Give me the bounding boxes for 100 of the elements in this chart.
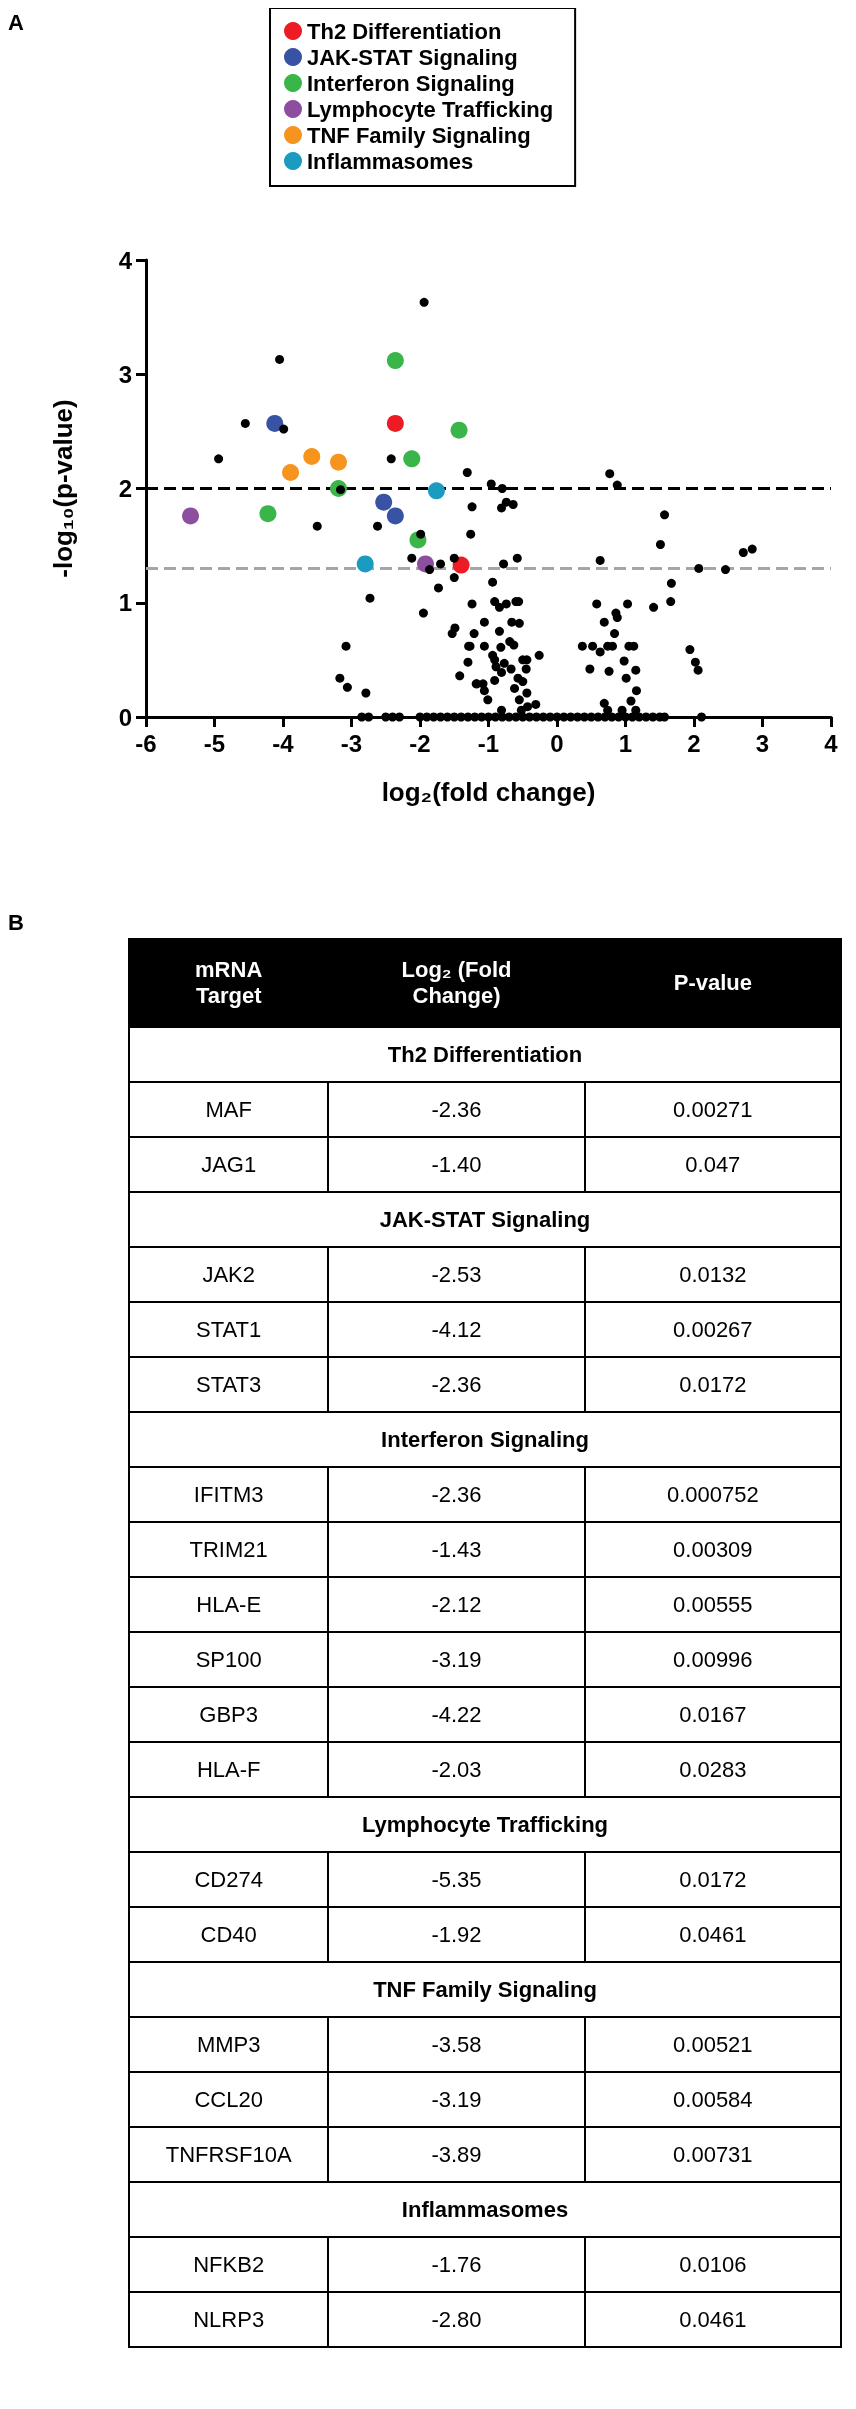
text: 0.00521: [673, 2031, 753, 2057]
text: SP100: [195, 1646, 262, 1672]
x-tick-label: 4: [824, 729, 839, 757]
text: -4.12: [431, 1316, 482, 1342]
category-label: Log₂ (Fold Change): [328, 939, 585, 1027]
point: [282, 464, 300, 481]
text: 0.0461: [679, 1921, 747, 1947]
text: 0.0461: [679, 2306, 747, 2332]
point: [386, 352, 404, 370]
text: 0.00731: [673, 2141, 753, 2167]
text: HLA-E: [196, 1591, 262, 1617]
x-tick-label: -2: [409, 729, 431, 757]
text: -2.53: [431, 1261, 482, 1287]
text: Th2 Differentiation: [387, 1041, 583, 1067]
x-tick-label: 1: [618, 729, 633, 757]
text: 0.0172: [679, 1866, 747, 1892]
text: MMP3: [196, 2031, 261, 2057]
text: JAK-STAT Signaling: [379, 1206, 591, 1232]
text: -2.03: [431, 1756, 482, 1782]
text: -1.40: [431, 1151, 482, 1177]
text: 0.0106: [679, 2251, 747, 2277]
point: [356, 555, 374, 573]
x-tick-label: -1: [477, 729, 500, 757]
text: HLA-F: [196, 1756, 261, 1782]
text: A: [8, 9, 24, 37]
x-tick-label: -5: [203, 729, 226, 757]
point: [266, 414, 284, 432]
text: -2.12: [431, 1591, 482, 1617]
y-tick-label: 0: [118, 703, 132, 731]
text: 0.00309: [673, 1536, 753, 1562]
text: 0.00267: [673, 1316, 753, 1342]
legend-label: TNF Family Signaling: [307, 122, 531, 148]
text: TRIM21: [189, 1536, 268, 1562]
x-tick-label: 0: [550, 729, 564, 757]
text: 0.00996: [673, 1646, 753, 1672]
text: IFITM3: [193, 1481, 264, 1507]
text: 0.00584: [673, 2086, 753, 2112]
text: -3.19: [431, 2086, 482, 2112]
legend-label: Inflammasomes: [307, 148, 474, 174]
text: -3.19: [431, 1646, 482, 1672]
text: STAT3: [196, 1371, 262, 1397]
x-tick-label: -3: [340, 729, 363, 757]
text: Lymphocyte Trafficking: [361, 1811, 609, 1837]
text: STAT1: [196, 1316, 262, 1342]
point: [375, 493, 393, 511]
text: TNF Family Signaling: [373, 1976, 597, 2002]
text: MAF: [205, 1096, 252, 1122]
text: 0.000752: [666, 1481, 759, 1507]
text: B: [8, 909, 25, 937]
text: -2.36: [431, 1481, 482, 1507]
point: [450, 421, 468, 439]
text: -3.58: [431, 2031, 482, 2057]
text: 0.0283: [679, 1756, 747, 1782]
y-tick-label: 1: [118, 589, 132, 617]
category-label: mRNA Target: [129, 939, 329, 1027]
text: JAK2: [202, 1261, 255, 1287]
text: Inflammasomes: [401, 2196, 569, 2222]
text: -5.35: [431, 1866, 482, 1892]
text: 0.0132: [679, 1261, 747, 1287]
text: -1.92: [431, 1921, 482, 1947]
point: [259, 505, 277, 523]
text: 0.0172: [679, 1371, 747, 1397]
category-label: P-value: [584, 939, 841, 1027]
text: 0.047: [685, 1151, 741, 1177]
y-axis-title: -log₁₀(p-value): [48, 399, 78, 578]
text: 0.00555: [673, 1591, 753, 1617]
text: -1.43: [431, 1536, 482, 1562]
x-tick-label: -4: [272, 729, 295, 757]
point: [403, 450, 421, 468]
text: CD274: [194, 1866, 263, 1892]
text: -2.36: [431, 1371, 482, 1397]
text: NLRP3: [193, 2306, 265, 2332]
text: 0.0167: [679, 1701, 747, 1727]
text: CCL20: [194, 2086, 263, 2112]
point: [427, 482, 445, 500]
y-tick-label: 3: [118, 360, 132, 388]
point: [303, 448, 321, 466]
point: [386, 507, 404, 525]
text: 0.00271: [673, 1096, 753, 1122]
legend-label: JAK-STAT Signaling: [307, 44, 518, 70]
text: -2.80: [431, 2306, 482, 2332]
text: Interferon Signaling: [381, 1426, 589, 1452]
legend-label: Th2 Differentiation: [307, 18, 502, 44]
x-tick-label: 3: [755, 729, 770, 757]
text: CD40: [200, 1921, 257, 1947]
y-tick-label: 4: [118, 246, 133, 274]
text: TNFRSF10A: [165, 2141, 292, 2167]
text: -4.22: [431, 1701, 482, 1727]
point: [182, 507, 200, 525]
text: -2.36: [431, 1096, 482, 1122]
text: -3.89: [431, 2141, 482, 2167]
point: [386, 414, 404, 432]
text: -1.76: [431, 2251, 482, 2277]
legend-label: Interferon Signaling: [307, 70, 515, 96]
x-tick-label: 2: [687, 729, 701, 757]
x-tick-label: -6: [135, 729, 157, 757]
x-axis-title: log₂(fold change): [381, 777, 596, 807]
text: JAG1: [201, 1151, 257, 1177]
legend-label: Lymphocyte Trafficking: [307, 96, 554, 122]
point: [330, 453, 347, 471]
